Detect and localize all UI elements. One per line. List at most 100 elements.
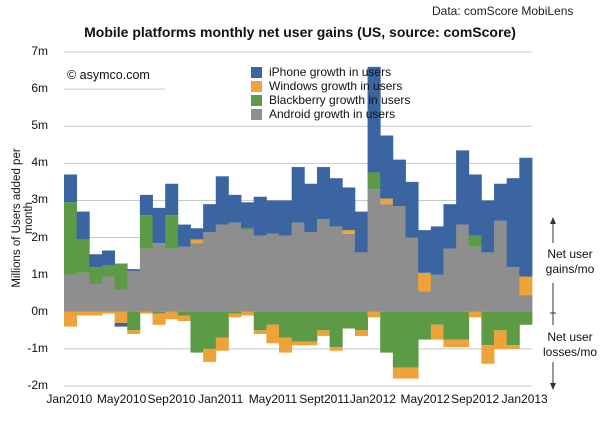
legend-label-windows: Windows growth in users xyxy=(269,79,403,93)
bar-android-Dec2012 xyxy=(506,267,520,312)
x-tick-label: May2010 xyxy=(96,392,147,406)
legend-item-windows: Windows growth in users xyxy=(251,79,410,93)
bar-blackberry-Aug2012 xyxy=(456,311,470,340)
bar-iphone-Sep2012 xyxy=(468,174,482,236)
bar-blackberry-Apr2010 xyxy=(101,265,115,277)
bar-android-Sept2011 xyxy=(316,219,331,312)
bar-iphone-Nov2011 xyxy=(342,187,356,231)
y-tick-label: -2m xyxy=(27,378,48,392)
bar-iphone-Feb2012 xyxy=(380,135,394,199)
bar-blackberry-Sept2011 xyxy=(316,311,331,331)
bar-android-Jan2013 xyxy=(519,295,533,312)
bar-windows-Sept2011 xyxy=(316,330,331,336)
bar-blackberry-Aug2010 xyxy=(152,311,166,314)
legend: iPhone growth in users Windows growth in… xyxy=(251,65,410,121)
bar-android-Aug2011 xyxy=(304,231,318,312)
bar-blackberry-Mar2010 xyxy=(89,267,103,284)
bar-blackberry-Apr2011 xyxy=(253,311,267,331)
bar-iphone-Jan2013 xyxy=(519,157,533,277)
bar-windows-May2012 xyxy=(418,272,432,292)
bars xyxy=(64,66,533,379)
bar-android-Feb2010 xyxy=(76,272,90,312)
legend-swatch-blackberry xyxy=(251,94,262,106)
legend-label-android: Android growth in users xyxy=(269,107,396,121)
bar-android-Oct2012 xyxy=(481,252,495,312)
x-tick-label: Sept2011 xyxy=(299,392,350,406)
bar-windows-Jun2011 xyxy=(279,337,293,353)
bar-iphone-Nov2012 xyxy=(494,183,508,221)
bar-iphone-Apr2010 xyxy=(101,250,115,266)
bar-android-Nov2011 xyxy=(342,233,356,312)
chart-title: Mobile platforms monthly net user gains … xyxy=(84,24,516,40)
legend-item-blackberry: Blackberry growth in users xyxy=(251,93,410,107)
bar-blackberry-Jan2011 xyxy=(215,311,229,338)
bar-windows-May2010 xyxy=(114,311,128,323)
y-tick-label: 3m xyxy=(31,192,48,207)
y-tick-label: 2m xyxy=(31,229,48,244)
bar-blackberry-Jul2010 xyxy=(139,215,153,249)
bar-iphone-Jun2012 xyxy=(430,226,444,275)
bar-windows-Apr2011 xyxy=(253,330,267,335)
bar-windows-Oct2010 xyxy=(177,315,191,322)
bar-android-Apr2010 xyxy=(101,276,115,312)
bar-iphone-Jul2012 xyxy=(443,204,457,249)
bar-blackberry-May2011 xyxy=(266,311,280,325)
bar-iphone-Oct2011 xyxy=(329,178,343,227)
bar-iphone-Feb2011 xyxy=(228,194,242,223)
bar-windows-Mar2010 xyxy=(89,311,103,316)
bar-android-Feb2012 xyxy=(380,204,394,312)
x-tick-label: Jan2010 xyxy=(46,392,93,406)
bar-android-Jun2012 xyxy=(430,274,444,312)
gains-note: Net user gains/mo xyxy=(545,247,595,276)
bar-windows-Jul2011 xyxy=(291,341,305,346)
bar-android-Mar2012 xyxy=(392,206,406,312)
y-tick-label: 6m xyxy=(31,81,48,96)
x-tick-label: May2011 xyxy=(248,392,298,406)
bar-android-Jun2010 xyxy=(127,270,141,312)
bar-windows-Jun2010 xyxy=(127,330,141,335)
legend-swatch-android xyxy=(251,108,262,120)
bar-android-Sep2010 xyxy=(165,248,179,312)
bar-iphone-Nov2010 xyxy=(190,228,204,240)
bar-android-Jul2011 xyxy=(291,222,305,312)
bar-windows-Aug2011 xyxy=(304,341,318,346)
bar-windows-Mar2011 xyxy=(241,311,255,316)
bar-blackberry-Nov2010 xyxy=(190,311,204,353)
bar-iphone-May2012 xyxy=(418,230,432,273)
bar-android-Apr2012 xyxy=(405,237,419,312)
x-tick-label: Jan2012 xyxy=(349,392,396,406)
bar-windows-Aug2010 xyxy=(152,313,166,325)
bar-android-Jul2010 xyxy=(139,248,153,312)
bar-android-Aug2012 xyxy=(456,224,470,312)
bar-windows-Mar2012 xyxy=(392,367,406,379)
bar-android-Jan2012 xyxy=(367,189,381,312)
bar-blackberry-Feb2011 xyxy=(228,311,242,314)
bar-blackberry-Jun2012 xyxy=(430,311,444,325)
bar-iphone-Oct2010 xyxy=(177,224,191,247)
legend-label-blackberry: Blackberry growth in users xyxy=(269,93,411,107)
bar-iphone-Aug2010 xyxy=(152,207,166,244)
bar-iphone-Dec2010 xyxy=(203,204,217,232)
y-tick-label: -1m xyxy=(27,340,48,355)
legend-item-iphone: iPhone growth in users xyxy=(251,65,410,79)
bar-android-May2011 xyxy=(266,233,280,312)
bar-blackberry-Oct2011 xyxy=(329,311,343,348)
bar-blackberry-Jul2011 xyxy=(291,311,305,342)
bar-windows-Feb2012 xyxy=(380,198,394,205)
bar-iphone-Jun2011 xyxy=(279,200,293,236)
bar-iphone-Jan2011 xyxy=(215,176,229,225)
y-axis-label: Millions of Users added per month xyxy=(11,148,35,288)
legend-label-iphone: iPhone growth in users xyxy=(269,65,392,79)
bar-windows-Jan2013 xyxy=(519,276,533,296)
bar-android-May2012 xyxy=(418,291,432,312)
side-arrows xyxy=(550,217,556,390)
bar-iphone-Oct2012 xyxy=(481,200,495,253)
bar-blackberry-Dec2012 xyxy=(506,311,520,346)
bar-iphone-Mar2010 xyxy=(89,254,103,268)
bar-blackberry-Jun2011 xyxy=(279,311,293,338)
x-tick-label: Jan2011 xyxy=(198,392,244,406)
y-tick-label: 4m xyxy=(31,155,48,170)
bar-blackberry-Nov2011 xyxy=(342,311,356,329)
bar-android-May2010 xyxy=(114,289,128,312)
x-tick-label: Sep2012 xyxy=(451,392,500,406)
